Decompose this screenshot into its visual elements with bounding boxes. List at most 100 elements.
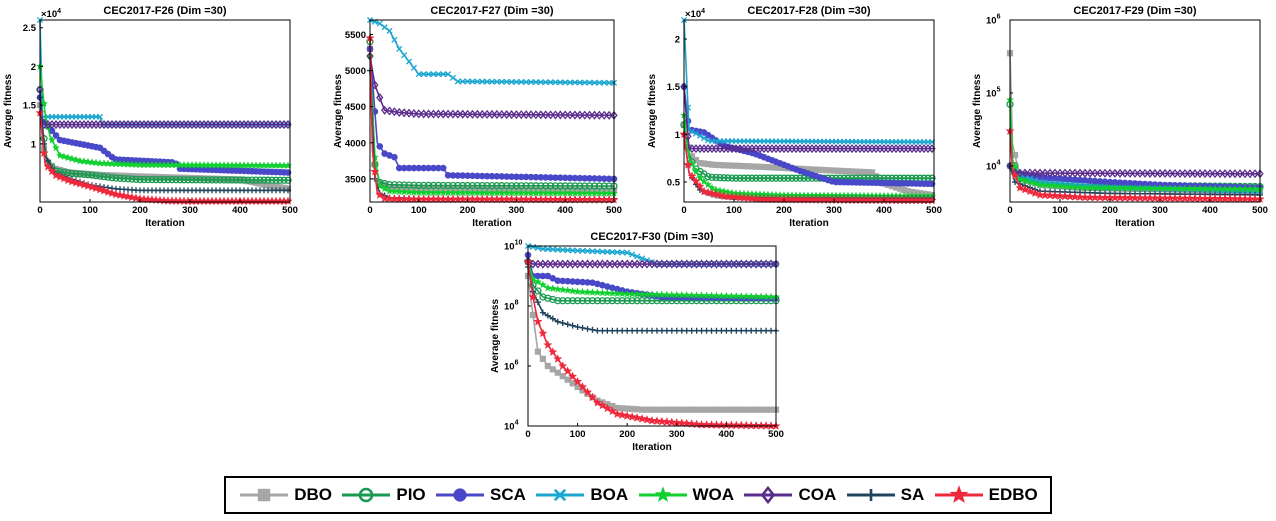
chart-1-marker-pio-15 [96,172,104,180]
chart-2-marker-boa-36 [542,79,549,86]
chart-4-marker-coa-49 [1251,169,1259,179]
chart-2-marker-boa-37 [547,79,554,86]
chart-1-marker-pio-33 [168,176,176,184]
chart-5-marker-coa-23 [638,259,646,269]
chart-1-marker-pio-35 [176,176,184,184]
chart-3-marker-pio-21 [764,174,772,182]
chart-3-marker-pio-7 [708,173,716,181]
chart-5-marker-coa-8 [564,259,572,269]
legend-label-dbo: DBO [294,485,332,504]
chart-2-marker-coa-7 [400,108,408,118]
chart-2-marker-woa-6 [395,187,404,196]
chart-5-ytick-label-0: 104 [504,420,519,433]
chart-5-marker-dbo-33 [688,406,695,413]
chart-3-marker-boa-4 [696,132,704,139]
chart-1-marker-woa-7 [63,153,73,162]
chart-4-marker-edbo-6 [1035,189,1045,199]
chart-2-marker-boa-31 [518,78,525,86]
chart-2-marker-boa-8 [405,58,413,65]
chart-5-marker-dbo-20 [624,405,631,412]
chart-3-series-coa [680,82,936,154]
chart-2-marker-coa-37 [546,110,555,120]
chart-5-marker-edbo-17 [607,406,617,416]
chart-5-marker-coa-35 [697,259,706,269]
chart-5-marker-edbo-18 [612,409,622,419]
legend: DBO PIO SCA BOA WOA COA SA EDBO [224,476,1052,514]
chart-2-axes-box [369,19,615,203]
chart-1-marker-woa-3 [47,135,57,144]
chart-2-marker-sca-5 [391,153,398,161]
legend-label-sa: SA [900,485,925,504]
chart-1-marker-pio-23 [128,175,136,183]
chart-2-marker-boa-4 [386,27,393,34]
chart-4-marker-edbo-1 [1010,170,1020,180]
chart-2-xtick-label-3: 300 [508,205,524,216]
chart-1-marker-edbo-2 [43,161,53,171]
chart-2-marker-coa-21 [468,109,477,119]
chart-4-xtick-label-0: 0 [1007,205,1012,216]
chart-1-marker-pio-13 [88,171,96,179]
chart-3-marker-pio-26 [784,174,792,182]
chart-2-marker-boa-27 [498,78,505,85]
chart-5-marker-coa-42 [732,259,740,269]
chart-5-marker-edbo-16 [602,403,613,413]
chart-5-marker-coa-16 [603,259,611,269]
chart-5-marker-pio-11 [578,297,587,305]
chart-1-marker-pio-58 [268,176,276,184]
chart-2-marker-boa-45 [586,79,593,86]
chart-2-marker-boa-10 [415,71,422,78]
chart-3-ytick-label-2: 1.5 [667,82,681,93]
chart-1-marker-pio-56 [260,176,268,184]
chart-2-marker-boa-41 [567,79,574,86]
chart-2-marker-boa-32 [523,78,530,86]
chart-4-ytick-exp-2: 6 [997,14,1001,21]
chart-4-marker-coa-44 [1226,169,1234,179]
chart-3-ylabel: Average fitness [647,74,658,149]
chart-1-marker-pio-54 [252,176,260,184]
chart-2-marker-boa-9 [410,64,417,71]
chart-1-marker-woa-14 [91,158,101,167]
chart-4-marker-woa-14 [1075,183,1085,191]
chart-1-marker-pio-19 [112,174,120,182]
chart-2-marker-coa-24 [483,109,491,119]
chart-3-marker-pio-20 [760,174,768,182]
chart-2-marker-coa-48 [600,110,608,120]
chart-1-marker-woa-4 [51,143,61,152]
chart-4-marker-coa-30 [1156,168,1164,178]
chart-5-marker-coa-6 [554,259,562,269]
chart-5-marker-sa-12 [584,325,591,332]
chart-2-marker-pio-42 [571,182,579,190]
chart-5-marker-boa-18 [614,249,621,256]
chart-4-marker-coa-36 [1186,169,1194,179]
chart-5-marker-dbo-40 [723,406,730,413]
chart-5-marker-dbo-28 [663,406,670,413]
chart-3-ytick-label-0: 0.5 [667,177,681,188]
chart-5-marker-dbo-47 [758,406,765,413]
chart-5-marker-boa-10 [574,247,581,254]
chart-2-marker-coa-34 [532,110,540,120]
chart-2-marker-boa-40 [562,79,569,86]
chart-4-axes-box [1009,19,1261,203]
chart-5-marker-woa-8 [563,286,572,294]
chart-2-marker-boa-49 [606,79,613,86]
chart-1-marker-edbo-1 [39,148,49,158]
chart-4-series-coa [1006,161,1264,179]
chart-5-ytick-label-2: 108 [504,300,519,313]
chart-2-marker-coa-25 [488,109,496,119]
chart-2-marker-boa-21 [469,78,476,85]
chart-4-marker-coa-43 [1221,169,1229,179]
chart-4-marker-coa-29 [1151,168,1159,178]
chart-2: 0 100 200 300 400 500 3500 4000 4500 5000 5500 CEC2… [333,5,622,229]
chart-4-marker-coa-12 [1066,168,1074,178]
chart-2-marker-coa-38 [551,110,560,120]
chart-5-marker-dbo-36 [703,406,710,413]
chart-5-marker-boa-12 [584,247,591,255]
chart-5-ylabel: Average fitness [490,299,501,374]
chart-5-marker-woa-9 [568,286,577,295]
chart-5-marker-pio-23 [638,297,646,305]
chart-3-marker-edbo-1 [683,159,693,169]
chart-5-marker-edbo-5 [548,347,558,356]
chart-1-marker-pio-10 [76,170,84,178]
chart-4-marker-coa-37 [1191,169,1199,179]
chart-2-marker-coa-22 [473,109,481,119]
